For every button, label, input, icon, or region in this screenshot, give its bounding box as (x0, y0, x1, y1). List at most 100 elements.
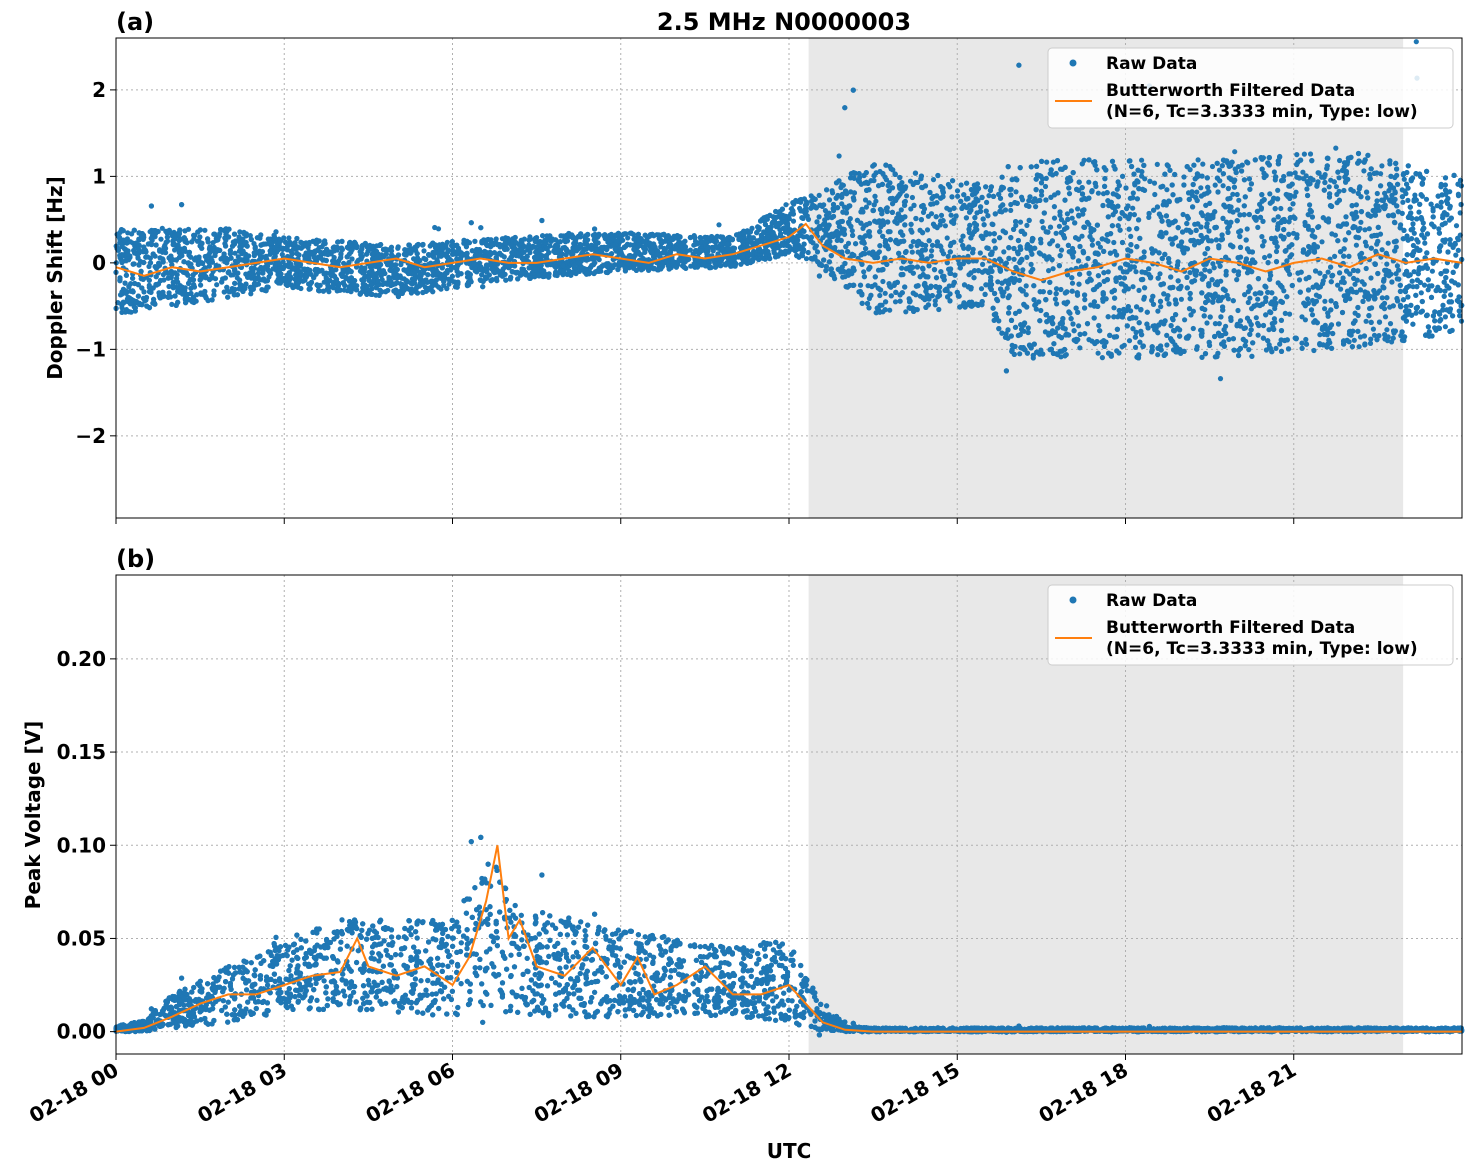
raw-data-point (1166, 198, 1172, 204)
raw-data-point (1357, 334, 1364, 340)
raw-data-point (1117, 216, 1123, 222)
raw-data-point (1255, 332, 1261, 338)
raw-data-point (1336, 175, 1342, 181)
raw-data-point (1042, 183, 1049, 190)
raw-data-point (1319, 239, 1325, 245)
raw-data-point (1304, 186, 1310, 192)
raw-data-point (1181, 174, 1187, 180)
raw-data-point (1076, 323, 1082, 329)
raw-data-point (158, 236, 164, 242)
raw-data-point (1111, 305, 1117, 311)
raw-data-point (1413, 39, 1419, 45)
raw-data-point (1246, 347, 1252, 353)
raw-data-point (1164, 187, 1170, 193)
raw-data-point (1019, 197, 1026, 203)
raw-data-point (1353, 202, 1359, 208)
raw-data-point (1216, 167, 1223, 173)
raw-data-point (1267, 191, 1273, 197)
raw-data-point (1157, 271, 1163, 277)
raw-data-point (947, 184, 953, 190)
panel-a-raw-data-points (113, 39, 1465, 382)
raw-data-point (1082, 297, 1088, 303)
raw-data-point (928, 211, 935, 217)
raw-data-point (1209, 163, 1216, 170)
raw-data-point (1299, 340, 1305, 346)
raw-data-point (892, 299, 899, 305)
raw-data-point (1164, 332, 1170, 338)
raw-data-point (1307, 151, 1314, 157)
raw-data-point (1221, 339, 1227, 345)
raw-data-point (1128, 233, 1134, 239)
raw-data-point (1190, 325, 1196, 332)
raw-data-point (1007, 186, 1013, 193)
raw-data-point (1056, 223, 1062, 229)
raw-data-point (1369, 305, 1375, 311)
raw-data-point (888, 166, 894, 172)
raw-data-point (1051, 204, 1057, 210)
raw-data-point (1226, 336, 1232, 342)
raw-data-point (1255, 296, 1261, 302)
raw-data-point (1353, 242, 1359, 248)
raw-data-point (1385, 240, 1391, 246)
raw-data-point (1370, 326, 1376, 332)
raw-data-point (1401, 176, 1407, 182)
raw-data-point (1374, 198, 1380, 204)
raw-data-point (1234, 191, 1240, 198)
raw-data-point (1182, 317, 1188, 323)
raw-data-point (790, 218, 797, 224)
raw-data-point (1400, 199, 1406, 205)
raw-data-point (257, 248, 263, 254)
raw-data-point (1052, 296, 1058, 302)
raw-data-point (1086, 337, 1092, 343)
raw-data-point (1023, 202, 1030, 208)
raw-data-point (1053, 230, 1059, 236)
raw-data-point (1130, 284, 1136, 290)
raw-data-point (1351, 223, 1357, 230)
raw-data-point (948, 212, 954, 218)
raw-data-point (978, 286, 985, 292)
raw-data-point (989, 221, 995, 227)
raw-data-point (1326, 184, 1332, 190)
raw-data-point (1198, 185, 1204, 191)
raw-data-point (912, 170, 919, 176)
raw-data-point (1275, 187, 1281, 193)
raw-data-point (1000, 228, 1006, 234)
raw-data-point (1005, 295, 1011, 301)
raw-data-point (421, 248, 427, 254)
raw-data-point (1139, 157, 1145, 163)
raw-data-point (1020, 267, 1026, 273)
raw-data-point (1384, 261, 1390, 267)
raw-data-point (1455, 247, 1461, 253)
raw-data-point (1332, 253, 1338, 259)
raw-data-point (1322, 298, 1328, 304)
raw-data-point (783, 202, 789, 208)
raw-data-point (977, 250, 983, 256)
raw-data-point (1187, 270, 1193, 276)
raw-data-point (1350, 188, 1356, 194)
raw-data-point (1341, 187, 1347, 194)
raw-data-point (1023, 283, 1029, 289)
raw-data-point (1099, 355, 1105, 361)
raw-data-point (1442, 314, 1448, 320)
raw-data-point (1131, 212, 1137, 218)
raw-data-point (1384, 327, 1390, 333)
raw-data-point (1353, 209, 1359, 215)
raw-data-point (1299, 314, 1305, 320)
raw-data-point (155, 264, 161, 270)
raw-data-point (1245, 160, 1251, 166)
raw-data-point (1291, 230, 1297, 236)
raw-data-point (1132, 344, 1139, 350)
raw-data-point (1095, 350, 1101, 356)
raw-data-point (1309, 227, 1316, 234)
raw-data-point (909, 249, 915, 255)
raw-data-point (1355, 312, 1361, 319)
raw-data-point (1008, 207, 1014, 213)
raw-data-point (1180, 211, 1186, 218)
raw-data-point (805, 249, 811, 256)
raw-data-point (1058, 286, 1064, 293)
raw-data-point (929, 242, 936, 248)
raw-data-point (1236, 197, 1242, 203)
raw-data-point (1363, 265, 1369, 272)
raw-data-point (880, 278, 886, 285)
raw-data-point (1393, 271, 1399, 277)
